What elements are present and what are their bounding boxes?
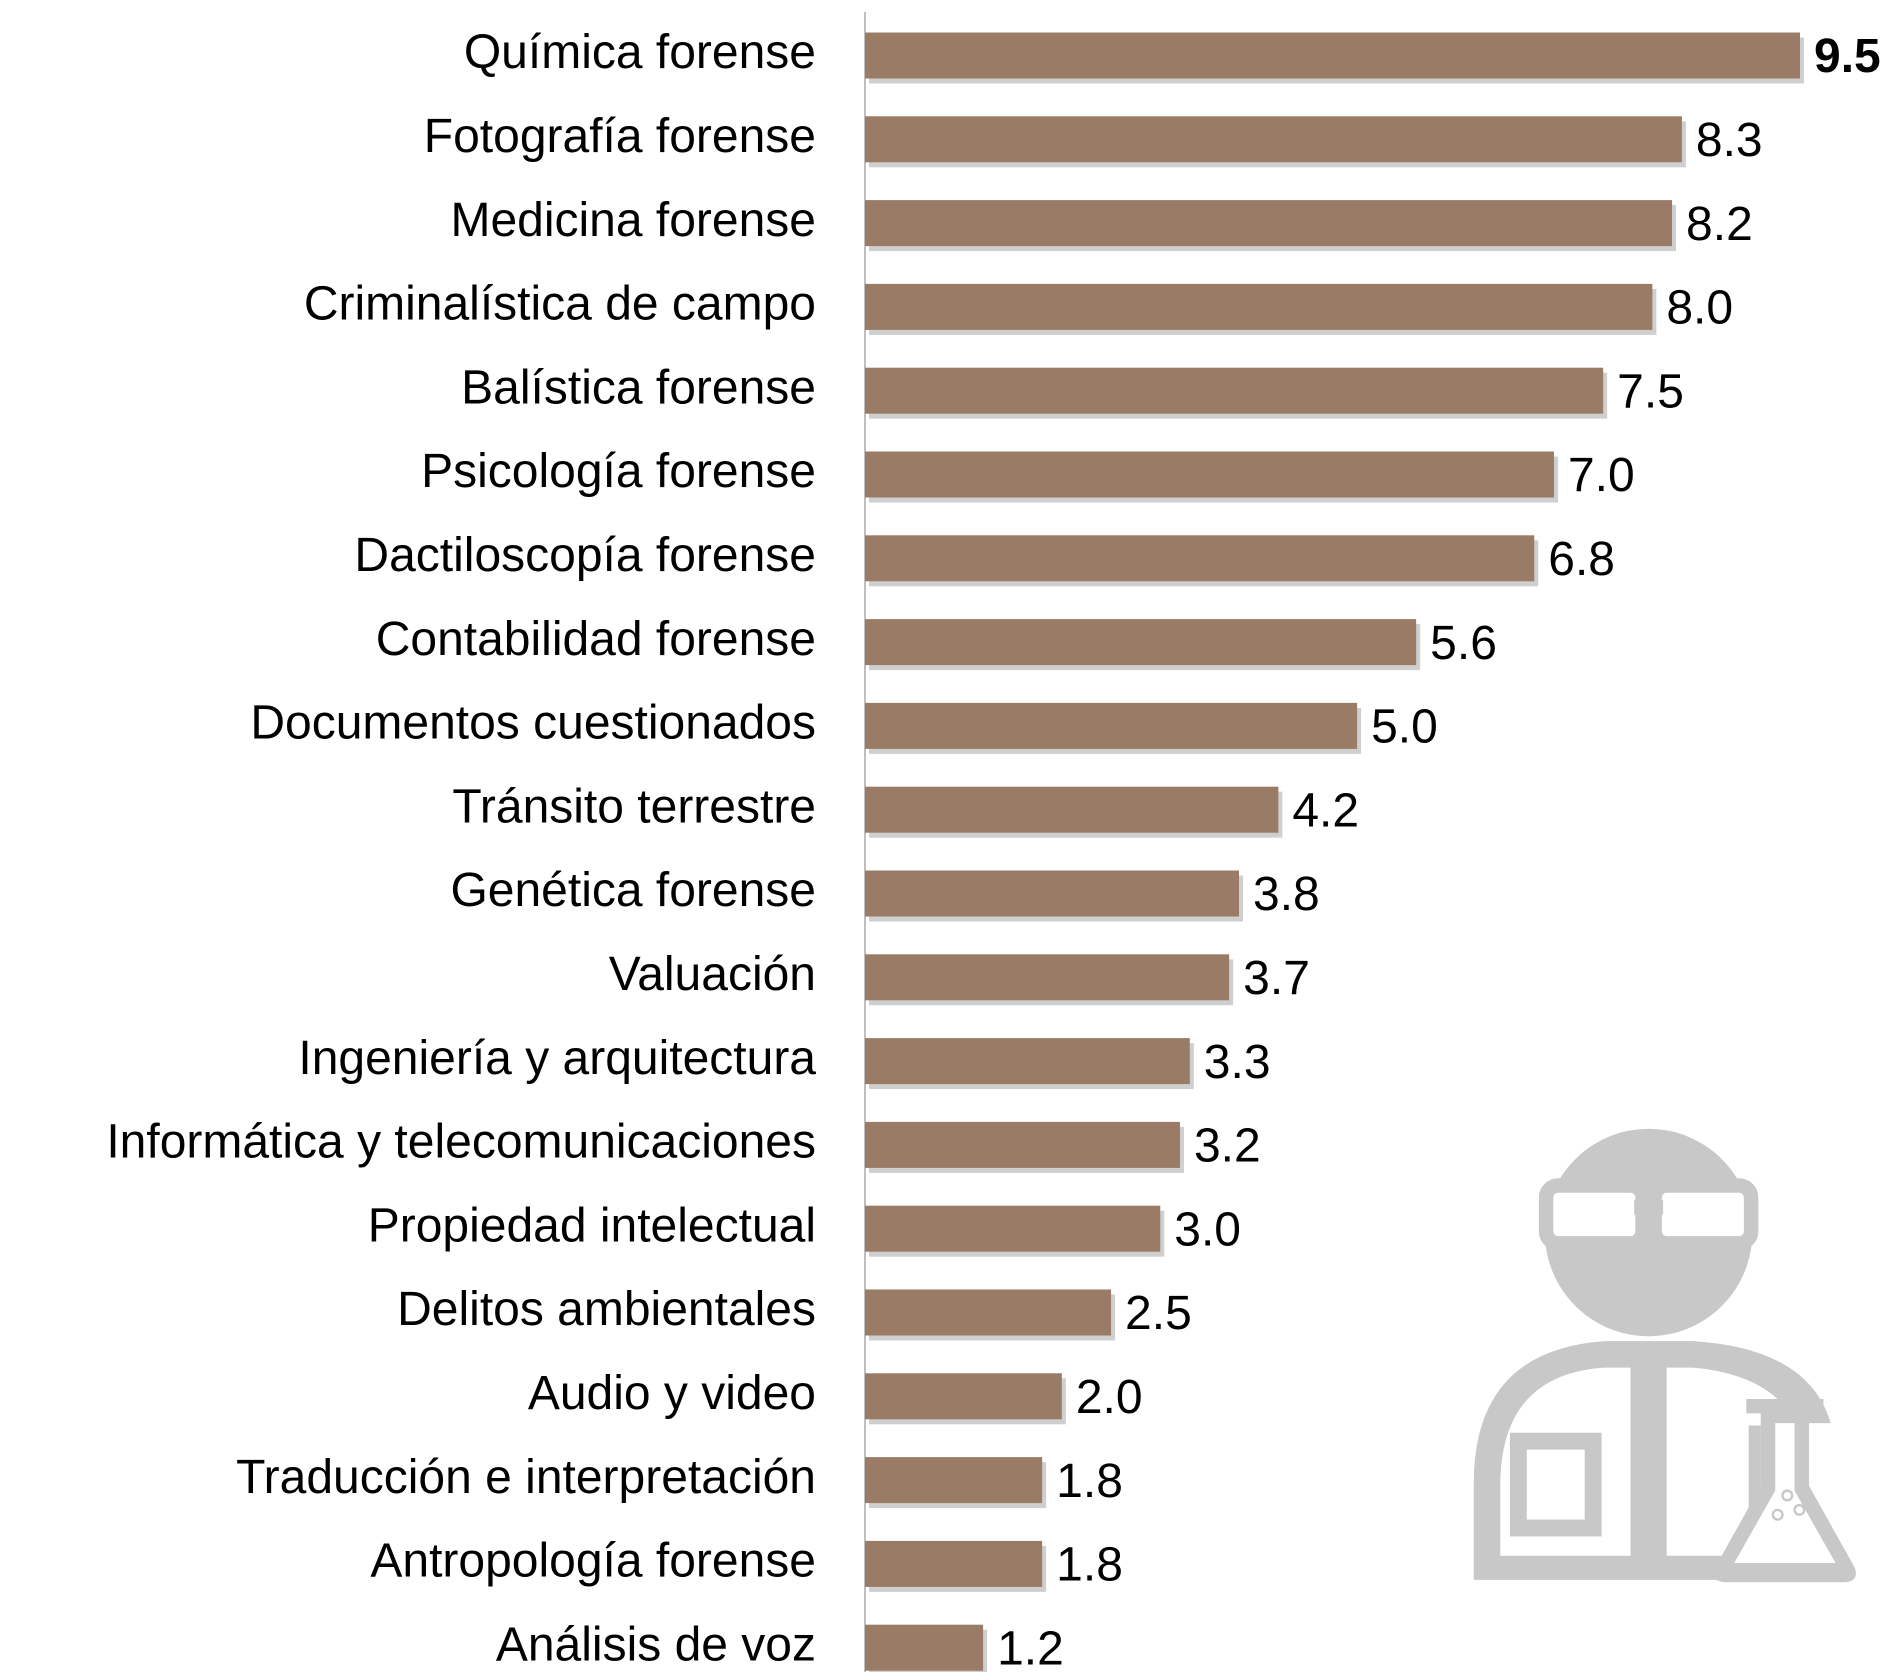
category-label: Balística forense (461, 361, 816, 414)
bar (865, 535, 1535, 582)
category-label: Antropología forense (370, 1535, 816, 1588)
category-label: Tránsito terrestre (452, 780, 816, 833)
category-label: Propiedad intelectual (368, 1199, 816, 1252)
bar (865, 870, 1239, 917)
value-label: 3.8 (1253, 868, 1320, 921)
value-label: 6.8 (1548, 533, 1615, 586)
bar (865, 1038, 1190, 1085)
value-label: 1.8 (1056, 1455, 1123, 1508)
bar (865, 786, 1279, 833)
value-label: 1.8 (1056, 1539, 1123, 1592)
bar (865, 367, 1604, 414)
value-label: 8.2 (1686, 198, 1753, 251)
category-label: Informática y telecomunicaciones (106, 1116, 816, 1169)
value-label: 7.0 (1568, 449, 1635, 502)
bar (865, 1289, 1112, 1336)
bar (865, 619, 1417, 666)
category-label: Análisis de voz (496, 1618, 816, 1671)
value-label: 1.2 (997, 1622, 1064, 1672)
category-label: Audio y video (528, 1367, 816, 1420)
value-label: 2.0 (1076, 1371, 1143, 1424)
category-label: Criminalística de campo (304, 278, 816, 331)
category-label: Química forense (464, 26, 816, 79)
category-label: Contabilidad forense (376, 613, 816, 666)
value-label: 4.2 (1292, 784, 1359, 837)
category-label: Genética forense (450, 864, 816, 917)
bar (865, 283, 1653, 330)
category-label: Fotografía forense (424, 110, 816, 163)
bar (865, 1540, 1043, 1587)
category-label: Dactiloscopía forense (354, 529, 816, 582)
scientist-icon (1473, 1128, 1856, 1583)
category-label: Psicología forense (421, 445, 816, 498)
category-label: Delitos ambientales (397, 1283, 816, 1336)
category-label: Traducción e interpretación (236, 1451, 816, 1504)
value-label: 2.5 (1125, 1287, 1192, 1340)
value-label: 8.0 (1666, 282, 1733, 335)
bar (865, 1624, 984, 1671)
category-label: Ingeniería y arquitectura (298, 1032, 816, 1085)
value-label: 3.7 (1243, 952, 1310, 1005)
value-label: 3.3 (1204, 1036, 1271, 1089)
value-label: 5.0 (1371, 701, 1438, 754)
bar (865, 702, 1358, 749)
value-label: 7.5 (1617, 365, 1684, 418)
bar (865, 954, 1230, 1001)
bar (865, 451, 1554, 498)
bar (865, 1205, 1161, 1252)
bar (865, 1121, 1180, 1168)
bar (865, 32, 1800, 79)
category-label: Documentos cuestionados (250, 697, 816, 750)
category-label: Valuación (609, 948, 816, 1001)
category-label: Medicina forense (450, 194, 816, 247)
value-label: 3.2 (1194, 1120, 1261, 1173)
bar (865, 116, 1682, 163)
value-label: 9.5 (1814, 30, 1881, 83)
value-label: 3.0 (1174, 1203, 1241, 1256)
bar (865, 200, 1673, 247)
value-label: 8.3 (1696, 114, 1763, 167)
bar (865, 1373, 1062, 1420)
bar (865, 1457, 1043, 1504)
value-label: 5.6 (1430, 617, 1497, 670)
